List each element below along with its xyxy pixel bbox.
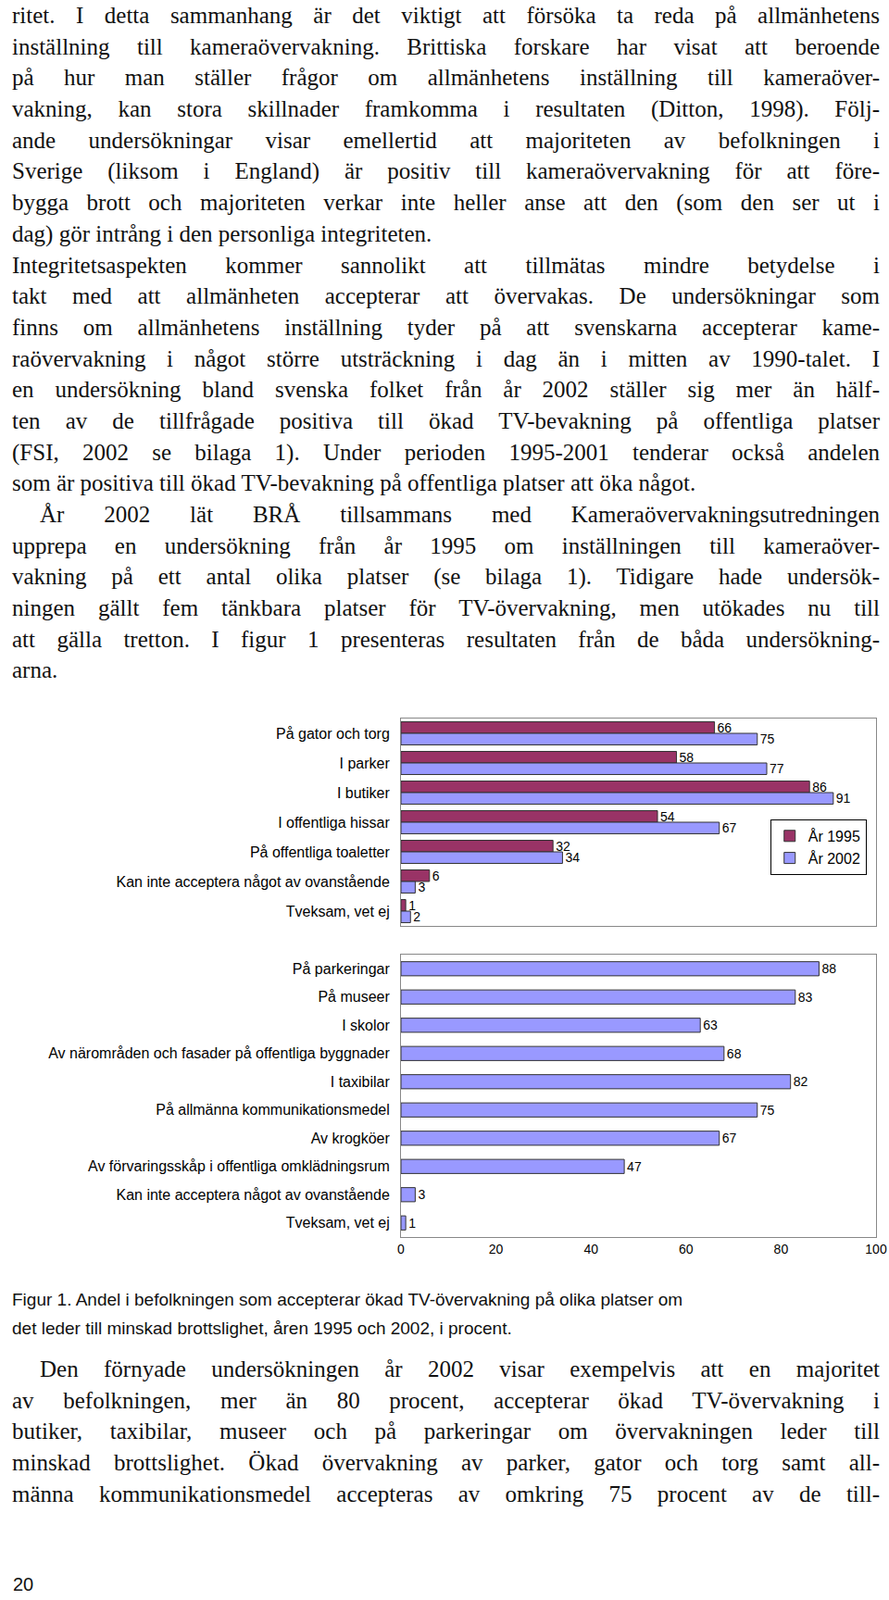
svg-text:91: 91 — [836, 790, 852, 806]
svg-text:6: 6 — [432, 868, 440, 884]
svg-text:1: 1 — [408, 1215, 416, 1231]
html-text:ritet. I detta sammanhang är d: ritet. I detta sammanhang är det viktigt… — [12, 2, 880, 28]
html-text:som är positiva till ökad TV-b: som är positiva till ökad TV-bevakning p… — [12, 470, 696, 496]
svg-text:Kan inte acceptera något av ov: Kan inte acceptera något av ovanstående — [115, 874, 389, 890]
svg-text:Tveksam, vet ej: Tveksam, vet ej — [286, 903, 390, 920]
svg-text:3: 3 — [417, 879, 426, 895]
svg-text:3: 3 — [417, 1187, 426, 1203]
html-text:butiker, taxibilar, museer och: butiker, taxibilar, museer och på parker… — [12, 1419, 880, 1445]
svg-text:82: 82 — [793, 1074, 809, 1090]
svg-text:77: 77 — [769, 761, 785, 777]
html-text:upprepa en undersökning från å: upprepa en undersökning från år 1995 om … — [12, 533, 880, 559]
svg-text:88: 88 — [821, 961, 837, 977]
svg-text:År 1995: År 1995 — [808, 827, 861, 845]
svg-text:80: 80 — [774, 1241, 789, 1257]
svg-text:54: 54 — [660, 809, 676, 825]
svg-text:I taxibilar: I taxibilar — [330, 1074, 391, 1090]
html-text:År 2002 lät BRÅ tillsammans me: År 2002 lät BRÅ tillsammans med Kameraöv… — [39, 501, 880, 527]
svg-text:Tveksam, vet ej: Tveksam, vet ej — [286, 1214, 390, 1231]
svg-text:År 2002: År 2002 — [808, 850, 861, 867]
svg-text:0: 0 — [397, 1241, 405, 1257]
html-text:att gälla tretton. I figur 1 p: att gälla tretton. I figur 1 presenteras… — [12, 626, 880, 652]
html-text:dag) gör intrång i den personl: dag) gör intrång i den personliga integr… — [12, 221, 432, 247]
svg-text:Av närområden och fasader på o: Av närområden och fasader på offentliga … — [48, 1045, 390, 1062]
html-text:arna.: arna. — [12, 657, 58, 683]
svg-text:På allmänna kommunikationsmede: På allmänna kommunikationsmedel — [155, 1101, 390, 1118]
svg-text:I skolor: I skolor — [341, 1017, 390, 1034]
html-text:det leder till minskad brottsl: det leder till minskad brottslighet, åre… — [12, 1318, 512, 1339]
svg-text:32: 32 — [555, 838, 571, 854]
html-text:inställning till kameraövervak: inställning till kameraövervakning. Brit… — [12, 33, 880, 59]
html-text:av befolkningen, mer än 80 pro: av befolkningen, mer än 80 procent, acce… — [12, 1387, 880, 1413]
svg-text:67: 67 — [722, 1130, 738, 1146]
svg-text:Av krogköer: Av krogköer — [311, 1130, 391, 1147]
svg-text:66: 66 — [717, 720, 733, 736]
svg-text:Kan inte acceptera något av ov: Kan inte acceptera något av ovanstående — [115, 1187, 389, 1203]
svg-text:67: 67 — [722, 820, 738, 836]
html-text:Den förnyade undersökningen år: Den förnyade undersökningen år 2002 visa… — [39, 1356, 880, 1382]
svg-text:20: 20 — [488, 1241, 504, 1257]
svg-text:På parkeringar: På parkeringar — [292, 961, 391, 977]
html-text:ande undersökningar visar emel: ande undersökningar visar emellertid att… — [12, 127, 880, 153]
svg-text:I parker: I parker — [339, 755, 391, 772]
html-text:ten av de tillfrågade positiva: ten av de tillfrågade positiva till ökad… — [12, 408, 880, 434]
html-text:raövervakning i något större u: raövervakning i något större utsträcknin… — [12, 345, 880, 371]
html-text:takt med att allmänheten accep: takt med att allmänheten accepterar att … — [12, 283, 880, 309]
svg-text:1: 1 — [408, 898, 416, 914]
svg-text:40: 40 — [583, 1241, 599, 1257]
svg-text:I offentliga hissar: I offentliga hissar — [277, 814, 390, 831]
svg-text:I butiker: I butiker — [337, 785, 391, 802]
svg-text:34: 34 — [564, 850, 580, 865]
svg-text:86: 86 — [812, 779, 827, 795]
svg-text:58: 58 — [679, 750, 695, 765]
html-text:(FSI, 2002 se bilaga 1). Under: (FSI, 2002 se bilaga 1). Under perioden … — [12, 439, 880, 465]
svg-text:63: 63 — [702, 1017, 718, 1033]
svg-text:83: 83 — [798, 989, 814, 1005]
svg-text:På gator och torg: På gator och torg — [275, 726, 390, 742]
html-text:ningen gällt fem tänkbara plat: ningen gällt fem tänkbara platser för TV… — [12, 595, 880, 621]
svg-text:2: 2 — [413, 909, 421, 925]
svg-text:100: 100 — [864, 1241, 888, 1257]
html-text:finns om allmänhetens inställn: finns om allmänhetens inställning tyder … — [12, 314, 880, 340]
html-text:en undersökning bland svenska: en undersökning bland svenska folket frå… — [12, 377, 880, 403]
svg-text:60: 60 — [678, 1241, 694, 1257]
svg-text:75: 75 — [760, 1102, 776, 1118]
svg-text:På offentliga toaletter: På offentliga toaletter — [250, 844, 391, 861]
svg-text:68: 68 — [726, 1046, 742, 1062]
svg-text:På museer: På museer — [317, 989, 390, 1005]
html-text:vakning, kan stora skillnader: vakning, kan stora skillnader framkomma … — [12, 96, 880, 122]
html-text:vakning på ett antal olika pla: vakning på ett antal olika platser (se b… — [12, 564, 880, 590]
html-text:Figur 1. Andel i befolkningen: Figur 1. Andel i befolkningen som accept… — [12, 1289, 683, 1310]
html-text:Sverige (liksom i England) är: Sverige (liksom i England) är positiv ti… — [12, 158, 880, 184]
svg-text:47: 47 — [626, 1159, 642, 1175]
html-text:männa kommunikationsmedel acce: männa kommunikationsmedel accepteras av … — [12, 1481, 880, 1507]
html-text:på hur man ställer frågor om a: på hur man ställer frågor om allmänheten… — [12, 65, 880, 91]
html-text:bygga brott och majoriteten ve: bygga brott och majoriteten verkar inte … — [12, 189, 880, 215]
svg-text:Av förvaringsskåp i offentliga: Av förvaringsskåp i offentliga omklädnin… — [87, 1158, 390, 1175]
html-text:20: 20 — [12, 1574, 34, 1595]
svg-text:75: 75 — [760, 731, 776, 747]
html-text:Integritetsaspekten kommer san: Integritetsaspekten kommer sannolikt att… — [12, 252, 880, 278]
html-text:minskad brottslighet. Ökad öve: minskad brottslighet. Ökad övervakning a… — [12, 1450, 880, 1476]
